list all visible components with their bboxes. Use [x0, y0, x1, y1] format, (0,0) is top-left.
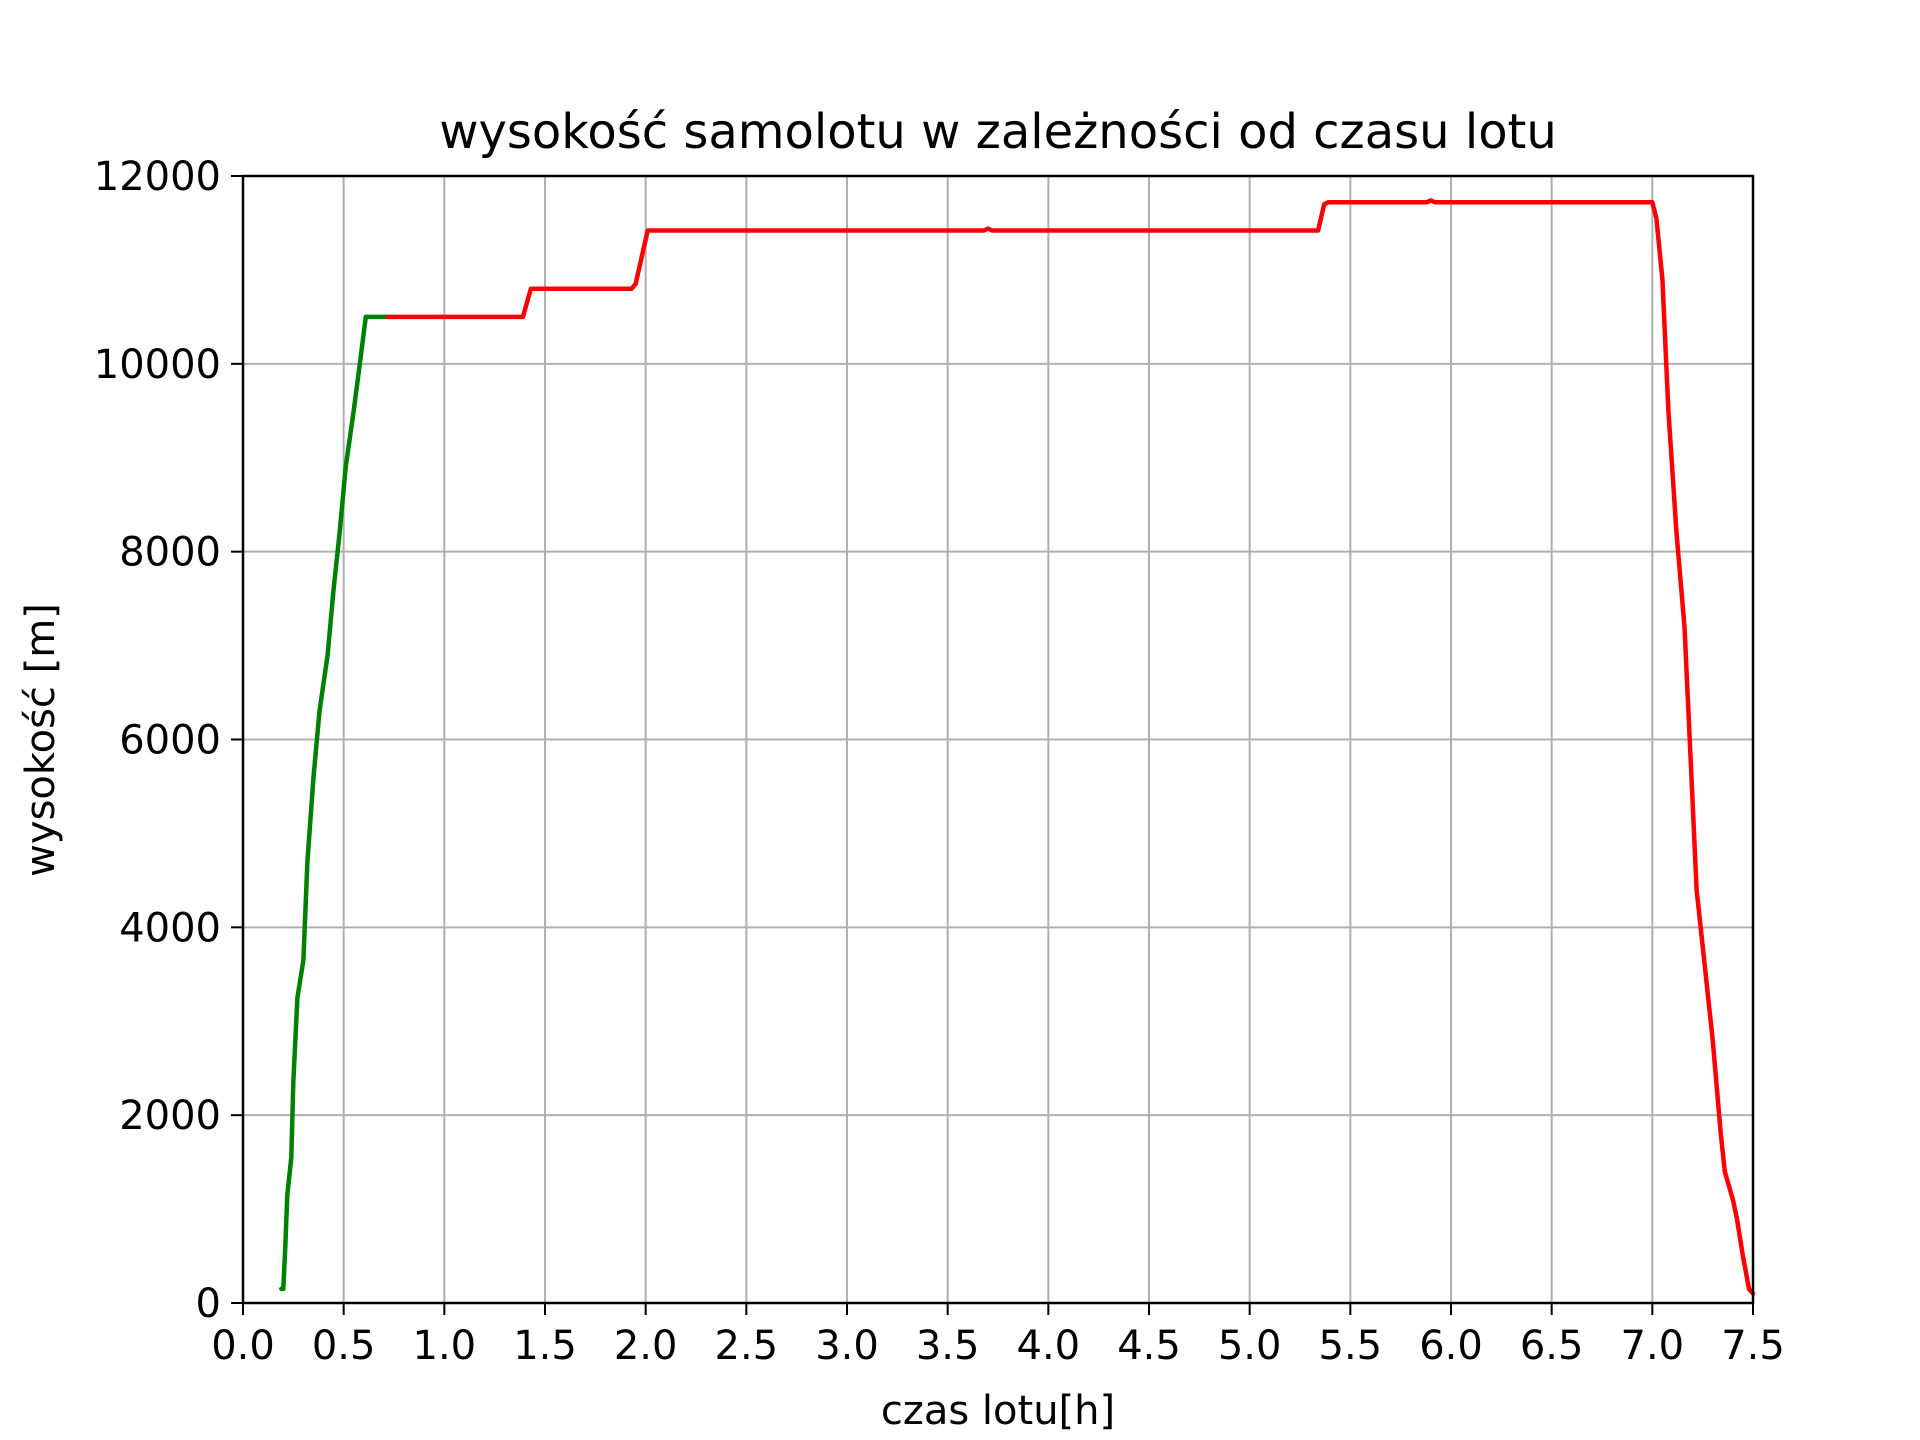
y-tick-label: 12000: [94, 154, 221, 200]
x-tick-label: 6.0: [1419, 1323, 1483, 1369]
y-tick-label: 6000: [119, 718, 221, 764]
y-axis-title: wysokość [m]: [18, 603, 64, 877]
x-tick-label: 0.0: [211, 1323, 275, 1369]
x-tick-label: 7.0: [1621, 1323, 1685, 1369]
series-lines: [279, 198, 1756, 1296]
y-tick-label: 4000: [119, 905, 221, 951]
y-axis-ticks: 0 2000 4000 6000 8000 10000 12000: [94, 154, 243, 1327]
series-line-1: [279, 314, 391, 1292]
x-tick-label: 5.5: [1319, 1323, 1383, 1369]
y-tick-label: 0: [196, 1281, 221, 1327]
x-tick-label: 1.0: [413, 1323, 477, 1369]
y-tick-label: 2000: [119, 1093, 221, 1139]
x-tick-label: 2.5: [715, 1323, 779, 1369]
x-axis-title: czas lotu[h]: [881, 1388, 1115, 1434]
x-tick-label: 0.5: [312, 1323, 376, 1369]
chart-title: wysokość samolotu w zależności od czasu …: [439, 104, 1557, 160]
x-tick-label: 3.5: [916, 1323, 980, 1369]
x-tick-label: 2.0: [614, 1323, 678, 1369]
x-tick-label: 5.0: [1218, 1323, 1282, 1369]
grid-lines: [242, 175, 1754, 1304]
x-tick-label: 4.0: [1017, 1323, 1081, 1369]
x-tick-label: 3.0: [815, 1323, 879, 1369]
series-line-2: [385, 198, 1756, 1296]
y-tick-label: 10000: [94, 342, 221, 388]
x-axis-ticks: 0.0 0.5 1.0 1.5 2.0 2.5 3.0 3.5 4.0 4.5 5.0 5.5 6.0 6…: [211, 1303, 1785, 1369]
x-tick-label: 1.5: [513, 1323, 577, 1369]
x-tick-label: 7.5: [1721, 1323, 1785, 1369]
y-tick-label: 8000: [119, 530, 221, 576]
x-tick-label: 6.5: [1520, 1323, 1584, 1369]
x-tick-label: 4.5: [1117, 1323, 1181, 1369]
